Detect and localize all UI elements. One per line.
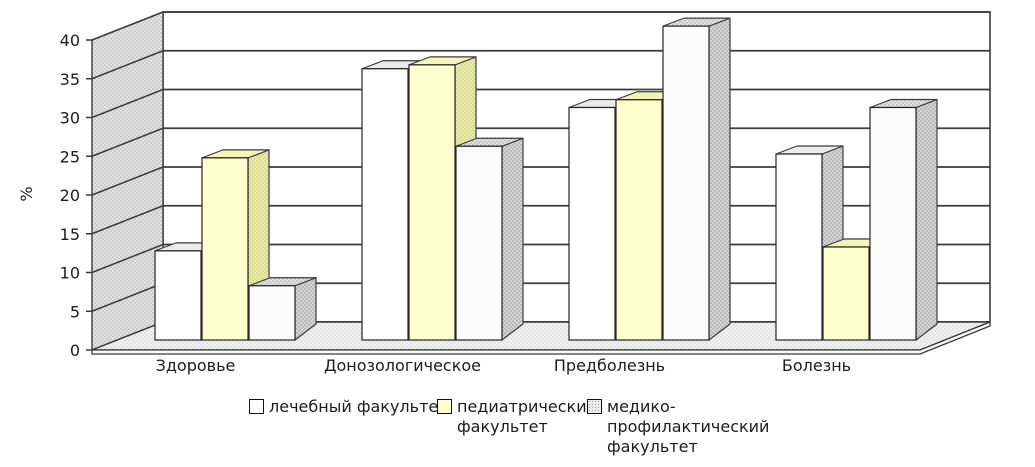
bar-s1-Болезнь	[775, 153, 823, 341]
wall-line-30	[91, 88, 164, 119]
x-category-label-1: Донозологическое	[324, 356, 481, 375]
legend-item-lechebny: лечебный факультет	[249, 397, 448, 417]
legend-label: лечебный факультет	[269, 397, 448, 416]
y-tick-label-10: 10	[60, 264, 80, 283]
y-tick-label-15: 15	[60, 225, 80, 244]
y-tick-label-20: 20	[60, 186, 80, 205]
bar-s2-Предболезнь	[615, 99, 663, 341]
wall-line-10	[91, 243, 164, 274]
bar-s2-Болезнь	[822, 246, 870, 341]
bar-s2-Здоровье	[201, 157, 249, 341]
y-tick-label-25: 25	[60, 147, 80, 166]
wall-line-5	[91, 282, 164, 312]
wall-line-40	[91, 11, 164, 41]
legend-item-mediko: медико-профилактический факультет	[587, 397, 782, 457]
bar-s1-Донозологическое	[361, 68, 409, 341]
legend-label: медико-профилактический факультет	[607, 397, 770, 456]
legend-item-pediatrichesky: педиатрический факультет	[437, 397, 607, 437]
wall-line-20	[91, 166, 164, 196]
bar-s3-Здоровье	[248, 285, 296, 341]
y-tick-label-30: 30	[60, 109, 80, 128]
chart-legend: лечебный факультет педиатрический факуль…	[0, 0, 1035, 456]
bar-side-s3-Болезнь	[915, 98, 938, 341]
x-category-label-2: Предболезнь	[554, 356, 665, 375]
legend-swatch-gray-dots-icon	[587, 399, 602, 414]
y-tick-label-40: 40	[60, 31, 80, 50]
x-category-label-0: Здоровье	[156, 356, 236, 375]
y-tick-label-0: 0	[70, 341, 80, 360]
legend-label: педиатрический факультет	[457, 397, 597, 436]
y-tick-label-35: 35	[60, 70, 80, 89]
bar-s3-Предболезнь	[662, 25, 710, 341]
legend-swatch-yellow-icon	[437, 399, 452, 414]
x-category-label-3: Болезнь	[782, 356, 851, 375]
bar-s1-Предболезнь	[568, 106, 616, 341]
bar-side-s3-Донозологическое	[501, 137, 524, 341]
bar-s3-Донозологическое	[455, 145, 503, 341]
legend-swatch-white-icon	[249, 399, 264, 414]
y-axis-title: %	[17, 186, 36, 202]
wall-line-35	[91, 50, 164, 80]
wall-line-25	[91, 127, 164, 157]
bar-s2-Донозологическое	[408, 64, 456, 341]
y-tick-label-5: 5	[70, 302, 80, 321]
bar-s1-Здоровье	[154, 250, 202, 341]
bar-s3-Болезнь	[869, 106, 917, 341]
floor-edge	[91, 321, 991, 355]
wall-line-15	[91, 205, 164, 235]
